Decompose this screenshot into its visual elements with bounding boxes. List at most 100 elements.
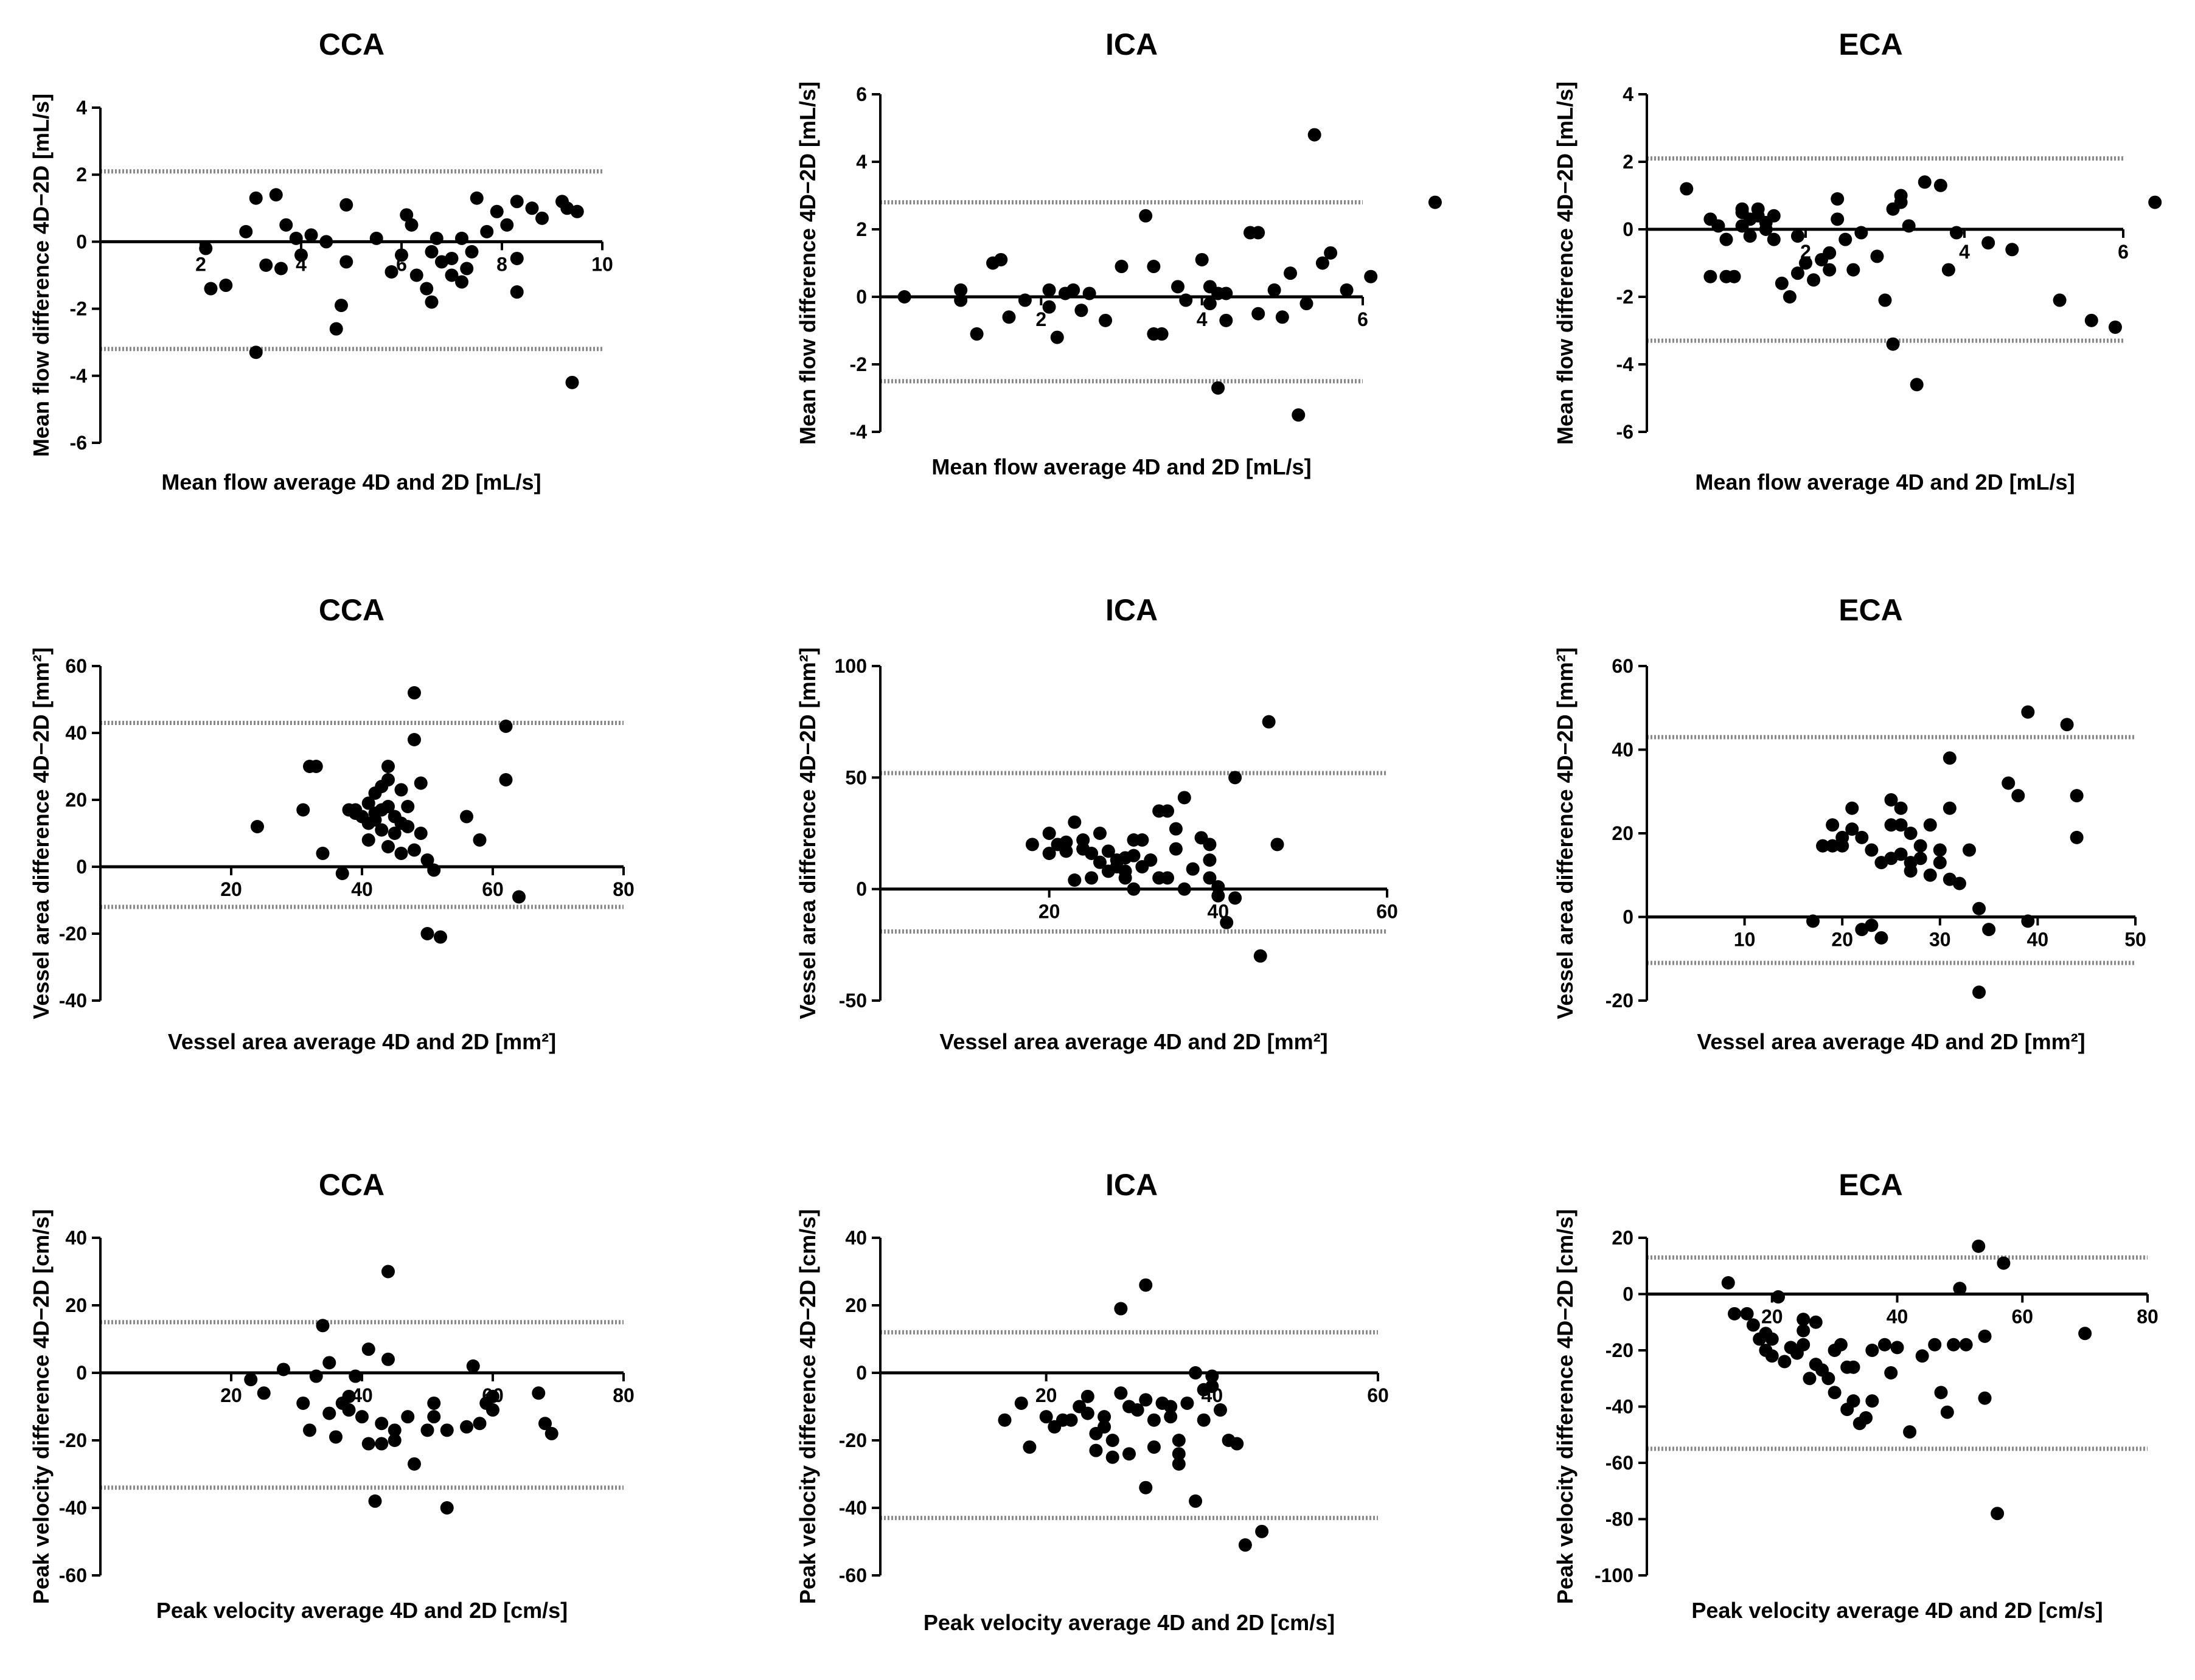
y-tick-label: 20 <box>1612 1227 1633 1249</box>
data-point <box>368 1494 382 1508</box>
data-point <box>1778 1355 1792 1369</box>
x-tick-label: 4 <box>1959 241 1970 263</box>
data-point <box>1972 1239 1986 1253</box>
data-point <box>1846 1394 1860 1408</box>
data-point <box>319 235 333 249</box>
data-point <box>1831 192 1845 206</box>
data-point <box>249 191 263 205</box>
data-point <box>408 1457 421 1471</box>
data-point <box>309 1369 323 1383</box>
data-point <box>440 1423 454 1437</box>
data-point <box>259 258 273 272</box>
data-point <box>1139 1393 1153 1407</box>
data-point <box>499 773 513 786</box>
data-point <box>1894 801 1908 815</box>
data-point <box>1870 249 1884 263</box>
data-point <box>486 1389 499 1403</box>
data-point <box>1105 1450 1119 1464</box>
data-point <box>294 248 308 262</box>
y-tick-label: 0 <box>856 878 867 900</box>
data-point <box>1130 1403 1144 1417</box>
data-point <box>355 1410 369 1424</box>
x-tick-label: 10 <box>591 253 613 275</box>
data-point <box>954 293 968 307</box>
data-point <box>1093 827 1107 840</box>
data-point <box>460 810 473 824</box>
data-point <box>1127 849 1141 863</box>
chart-title: ICA <box>1105 1168 1158 1202</box>
data-point <box>1859 1411 1873 1425</box>
data-point <box>1074 304 1088 318</box>
data-point <box>1238 1538 1252 1552</box>
y-tick-label: -20 <box>1605 990 1633 1012</box>
data-point <box>2011 789 2025 803</box>
data-point <box>1904 827 1918 840</box>
data-point <box>1981 236 1995 250</box>
y-tick-label: 40 <box>845 1227 867 1249</box>
x-tick-label: 80 <box>613 878 635 900</box>
data-point <box>473 833 487 847</box>
data-point <box>1219 313 1233 327</box>
data-point <box>510 251 524 265</box>
data-point <box>1068 815 1082 829</box>
data-point <box>1203 853 1217 867</box>
data-point <box>342 1389 356 1403</box>
data-point <box>1915 1349 1929 1363</box>
data-point <box>414 776 428 790</box>
y-tick-label: -20 <box>839 1429 867 1451</box>
data-point <box>480 224 494 238</box>
data-point <box>1122 1447 1136 1461</box>
x-tick-label: 20 <box>1038 901 1060 923</box>
data-point <box>316 1319 330 1333</box>
data-point <box>473 1417 487 1431</box>
data-point <box>2002 776 2016 790</box>
data-point <box>1253 949 1267 963</box>
data-point <box>1211 889 1225 903</box>
data-point <box>304 228 318 242</box>
data-point <box>1315 256 1329 270</box>
data-point <box>420 927 434 940</box>
data-point <box>322 1406 336 1420</box>
y-tick-label: 0 <box>1623 1283 1633 1305</box>
data-point <box>296 1396 310 1410</box>
data-point <box>1806 914 1820 928</box>
y-tick-label: 20 <box>65 789 87 811</box>
data-point <box>532 1386 546 1400</box>
y-tick-label: 0 <box>1623 218 1633 240</box>
data-point <box>219 279 233 293</box>
data-point <box>1205 1380 1219 1394</box>
data-point <box>1211 381 1225 395</box>
data-point <box>1865 1344 1879 1357</box>
data-point <box>1923 868 1937 882</box>
data-point <box>1910 378 1924 392</box>
x-tick-label: 60 <box>1367 1384 1389 1406</box>
data-point <box>1085 871 1099 885</box>
data-point <box>1807 273 1821 287</box>
y-tick-label: -60 <box>1605 1452 1633 1474</box>
data-point <box>1014 1396 1028 1410</box>
y-axis-label: Peak velocity difference 4D−2D [cm/s] <box>795 1209 820 1604</box>
data-point <box>1172 1457 1186 1471</box>
data-point <box>1918 175 1932 189</box>
data-point <box>408 843 421 857</box>
data-point <box>1735 202 1749 216</box>
data-point <box>460 1420 473 1434</box>
data-point <box>445 268 459 282</box>
data-point <box>1144 853 1158 867</box>
data-point <box>2084 313 2098 327</box>
data-point <box>1933 178 1947 192</box>
x-tick-label: 20 <box>1035 1384 1057 1406</box>
data-point <box>368 807 382 820</box>
data-point <box>1913 852 1927 866</box>
data-point <box>1195 252 1209 266</box>
data-point <box>1428 195 1442 209</box>
x-axis-label: Vessel area average 4D and 2D [mm²] <box>939 1029 1327 1054</box>
data-point <box>427 1396 441 1410</box>
x-tick-label: 80 <box>613 1384 635 1406</box>
data-point <box>1203 871 1217 885</box>
data-point <box>414 827 428 840</box>
data-point <box>2070 789 2084 803</box>
data-point <box>1940 1405 1954 1419</box>
data-point <box>1972 901 1986 915</box>
y-tick-label: -40 <box>59 1497 87 1519</box>
